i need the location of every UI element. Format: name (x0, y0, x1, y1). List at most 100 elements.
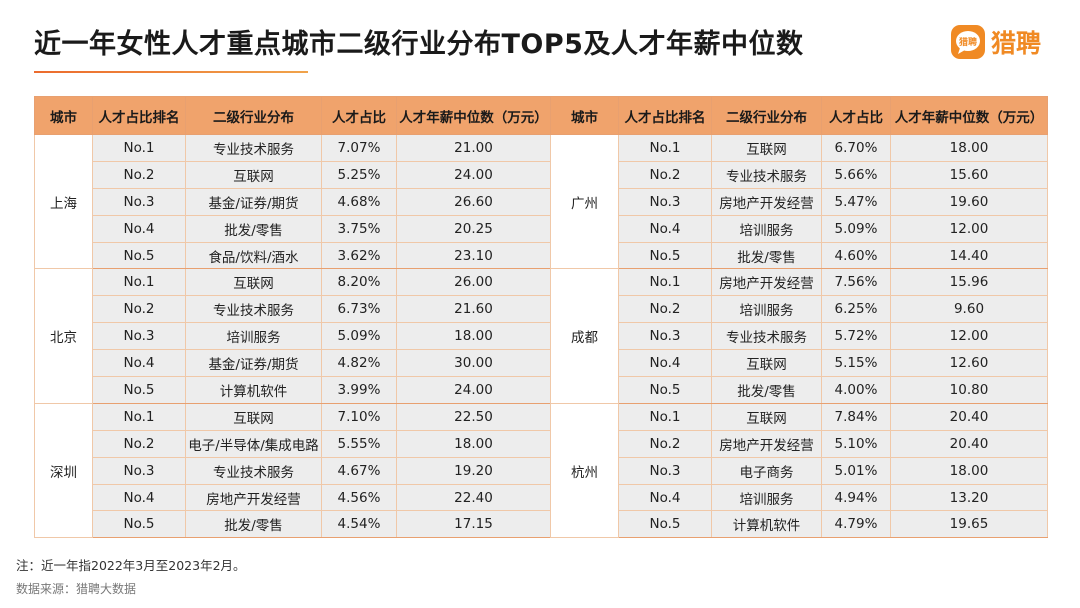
share-cell: 7.10% (321, 402, 397, 431)
industry-cell: 专业技术服务 (711, 160, 822, 189)
salary-cell: 15.60 (890, 160, 1048, 189)
city-cell: 杭州 (550, 402, 619, 539)
salary-cell: 15.96 (890, 268, 1048, 297)
salary-cell: 24.00 (396, 376, 551, 404)
share-cell: 5.55% (321, 429, 397, 458)
salary-cell: 12.60 (890, 349, 1048, 378)
share-cell: 4.82% (321, 349, 397, 378)
salary-cell: 26.60 (396, 187, 551, 216)
industry-cell: 培训服务 (711, 483, 822, 512)
table-row: No.2 专业技术服务 6.73% 21.60 No.2 培训服务 6.25% 9.60 (35, 295, 1048, 324)
industry-cell: 房地产开发经营 (711, 187, 822, 216)
industry-cell: 基金/证券/期货 (185, 187, 322, 216)
table-header-row: 城市 人才占比排名 二级行业分布 人才占比 人才年薪中位数（万元） 城市 人才占… (34, 96, 1048, 135)
table-row: No.3 培训服务 5.09% 18.00 No.3 专业技术服务 5.72% 12.00 (35, 322, 1048, 351)
industry-cell: 互联网 (185, 160, 322, 189)
share-cell: 5.09% (821, 214, 891, 243)
share-cell: 6.70% (821, 134, 891, 162)
rank-cell: No.5 (92, 241, 186, 270)
industry-cell: 房地产开发经营 (711, 429, 822, 458)
rank-cell: No.5 (618, 241, 712, 270)
logo-text: 猎聘 (991, 29, 1042, 58)
header-share: 人才占比 (821, 96, 891, 135)
rank-cell: No.3 (92, 187, 186, 216)
salary-cell: 26.00 (396, 268, 551, 297)
salary-cell: 12.00 (890, 322, 1048, 351)
salary-cell: 19.60 (890, 187, 1048, 216)
salary-cell: 18.00 (396, 429, 551, 458)
salary-cell: 17.15 (396, 510, 551, 539)
salary-cell: 10.80 (890, 376, 1048, 404)
share-cell: 4.00% (821, 376, 891, 404)
share-cell: 5.47% (821, 187, 891, 216)
header-industry: 二级行业分布 (185, 96, 322, 135)
rank-cell: No.1 (618, 402, 712, 431)
rank-cell: No.4 (92, 349, 186, 378)
liepin-logo-icon: 猎聘 (951, 25, 985, 59)
footnote: 注：近一年指2022年3月至2023年2月。 (16, 558, 246, 573)
industry-cell: 基金/证券/期货 (185, 349, 322, 378)
share-cell: 7.07% (321, 134, 397, 162)
industry-cell: 食品/饮料/酒水 (185, 241, 322, 270)
table-row: No.5 批发/零售 4.54% 17.15 No.5 计算机软件 4.79% 19.65 (35, 510, 1048, 539)
share-cell: 4.54% (321, 510, 397, 539)
rank-cell: No.3 (618, 322, 712, 351)
industry-cell: 专业技术服务 (185, 134, 322, 162)
salary-cell: 30.00 (396, 349, 551, 378)
rank-cell: No.4 (92, 483, 186, 512)
industry-cell: 批发/零售 (711, 376, 822, 404)
industry-cell: 批发/零售 (185, 214, 322, 243)
rank-cell: No.3 (618, 456, 712, 485)
industry-cell: 互联网 (711, 402, 822, 431)
salary-cell: 14.40 (890, 241, 1048, 270)
share-cell: 5.72% (821, 322, 891, 351)
header-share: 人才占比 (321, 96, 397, 135)
industry-cell: 互联网 (185, 268, 322, 297)
industry-cell: 培训服务 (185, 322, 322, 351)
header-salary: 人才年薪中位数（万元） (890, 96, 1048, 135)
share-cell: 7.56% (821, 268, 891, 297)
industry-cell: 批发/零售 (711, 241, 822, 270)
table-row: No.4 基金/证券/期货 4.82% 30.00 No.4 互联网 5.15% 12.60 (35, 349, 1048, 378)
header-industry: 二级行业分布 (711, 96, 822, 135)
rank-cell: No.4 (618, 214, 712, 243)
liepin-logo: 猎聘 猎聘 (951, 24, 1041, 60)
salary-cell: 18.00 (890, 134, 1048, 162)
share-cell: 5.25% (321, 160, 397, 189)
header-rank: 人才占比排名 (618, 96, 712, 135)
share-cell: 5.01% (821, 456, 891, 485)
salary-cell: 23.10 (396, 241, 551, 270)
salary-cell: 9.60 (890, 295, 1048, 324)
salary-cell: 20.40 (890, 429, 1048, 458)
industry-cell: 批发/零售 (185, 510, 322, 539)
rank-cell: No.1 (618, 134, 712, 162)
share-cell: 4.79% (821, 510, 891, 539)
salary-cell: 22.40 (396, 483, 551, 512)
rank-cell: No.5 (618, 376, 712, 404)
rank-cell: No.2 (618, 429, 712, 458)
rank-cell: No.4 (618, 483, 712, 512)
share-cell: 3.62% (321, 241, 397, 270)
salary-cell: 19.20 (396, 456, 551, 485)
table-row: No.3 专业技术服务 4.67% 19.20 No.3 电子商务 5.01% 18.00 (35, 456, 1048, 485)
table-row: 上海 No.1 专业技术服务 7.07% 21.00 广州 No.1 互联网 6.70% 18.0… (34, 133, 1048, 270)
industry-cell: 互联网 (711, 134, 822, 162)
share-cell: 4.60% (821, 241, 891, 270)
rank-cell: No.2 (92, 429, 186, 458)
city-cell: 广州 (550, 133, 619, 270)
industry-cell: 专业技术服务 (711, 322, 822, 351)
logo-badge-text: 猎聘 (959, 36, 977, 48)
share-cell: 7.84% (821, 402, 891, 431)
rank-cell: No.2 (92, 295, 186, 324)
rank-cell: No.2 (618, 160, 712, 189)
rank-cell: No.4 (92, 214, 186, 243)
industry-cell: 培训服务 (711, 214, 822, 243)
rank-cell: No.1 (92, 402, 186, 431)
salary-cell: 18.00 (396, 322, 551, 351)
header-salary: 人才年薪中位数（万元） (396, 96, 551, 135)
city-cell: 成都 (550, 268, 619, 404)
share-cell: 8.20% (321, 268, 397, 297)
share-cell: 6.73% (321, 295, 397, 324)
industry-cell: 互联网 (185, 402, 322, 431)
share-cell: 5.09% (321, 322, 397, 351)
